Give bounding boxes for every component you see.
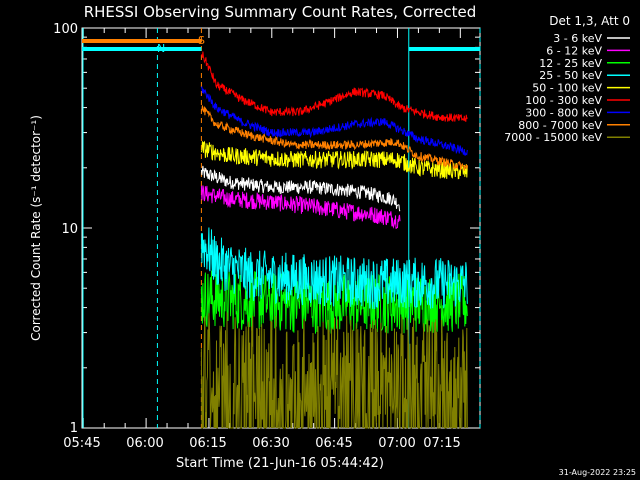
flag-label-s: S	[198, 34, 205, 47]
x-axis-label: Start Time (21-Jun-16 05:44:42)	[176, 456, 384, 471]
series-line-8	[200, 312, 468, 429]
series-line-7	[200, 105, 468, 171]
legend-label-2: 12 - 25 keV	[539, 57, 602, 70]
series-group	[200, 51, 468, 429]
x-tick-label-0615: 06:15	[189, 436, 226, 451]
series-line-1	[200, 185, 401, 229]
legend-title: Det 1,3, Att 0	[549, 14, 630, 28]
legend-label-7: 800 - 7000 keV	[518, 119, 602, 132]
legend-label-5: 100 - 300 keV	[525, 94, 602, 107]
series-line-0	[200, 165, 401, 212]
legend-label-4: 50 - 100 keV	[532, 82, 602, 95]
series-line-4	[200, 140, 468, 180]
y-tick-label-10: 10	[61, 222, 78, 237]
y-axis-label: Corrected Count Rate (s⁻¹ detector⁻¹)	[29, 115, 43, 341]
x-tick-label-0630: 06:30	[252, 436, 289, 451]
series-line-3	[200, 227, 468, 310]
series-line-2	[200, 269, 468, 334]
flag-label-n: N	[157, 42, 165, 55]
x-tick-label-0700: 07:00	[378, 436, 415, 451]
x-tick-label-0645: 06:45	[315, 436, 352, 451]
chart-title: RHESSI Observing Summary Count Rates, Co…	[84, 3, 477, 21]
series-line-6	[200, 86, 468, 156]
legend-label-1: 6 - 12 keV	[546, 44, 602, 57]
series-line-5	[200, 51, 468, 122]
footer-timestamp: 31-Aug-2022 23:25	[559, 468, 636, 477]
x-tick-label-0715: 07:15	[423, 436, 460, 451]
legend-label-0: 3 - 6 keV	[553, 32, 602, 45]
legend-label-3: 25 - 50 keV	[539, 69, 602, 82]
flag-bars	[82, 39, 480, 51]
x-tick-label-0545: 05:45	[63, 436, 100, 451]
y-tick-label-100: 100	[53, 22, 78, 37]
legend-label-6: 300 - 800 keV	[525, 106, 602, 119]
x-tick-label-0600: 06:00	[126, 436, 163, 451]
legend-label-8: 7000 - 15000 keV	[504, 131, 602, 144]
y-tick-label-1: 1	[70, 421, 78, 436]
